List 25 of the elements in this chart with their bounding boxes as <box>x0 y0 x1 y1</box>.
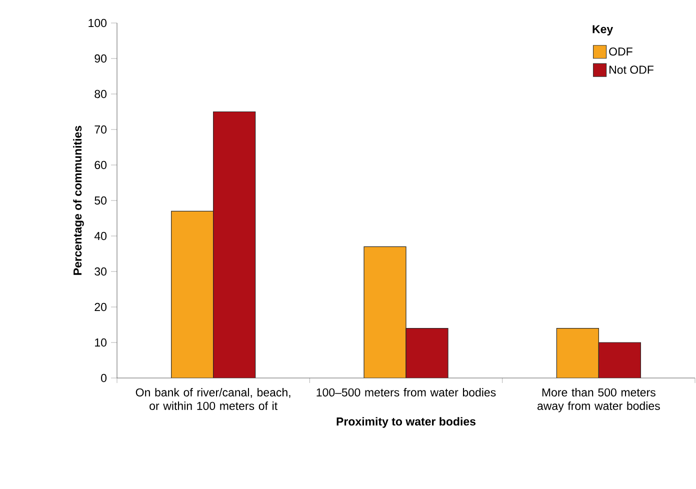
legend-label: Not ODF <box>610 66 654 74</box>
bar <box>213 111 256 378</box>
y-tick-label: 30 <box>94 267 107 276</box>
y-tick-label: 20 <box>94 302 107 312</box>
y-axis-title: Percentage of communities <box>73 126 84 275</box>
y-tick-label: 70 <box>94 125 107 134</box>
y-tick-label: 100 <box>88 18 107 28</box>
bar <box>364 246 406 378</box>
legend-title: Key <box>592 25 614 36</box>
y-tick-label: 80 <box>94 90 107 98</box>
x-tick-label: On bank of river/canal, beach, or within 100 meters of it <box>136 388 290 410</box>
bar <box>171 210 214 378</box>
y-tick-label: 40 <box>94 232 107 240</box>
y-tick-label: 50 <box>94 196 107 205</box>
bar <box>406 328 448 378</box>
bar <box>598 342 641 378</box>
bar <box>556 328 599 378</box>
x-tick-label: 100–500 meters from water bodies <box>316 388 496 396</box>
x-axis-title: Proximity to water bodies <box>336 417 476 428</box>
legend-label: ODF <box>609 47 632 56</box>
x-tick-label: More than 500 meters away from water bodies <box>537 388 660 412</box>
y-tick-label: 10 <box>95 338 107 347</box>
y-tick-label: 90 <box>94 54 107 63</box>
y-tick-label: 0 <box>101 374 107 382</box>
y-tick-label: 60 <box>94 160 107 170</box>
